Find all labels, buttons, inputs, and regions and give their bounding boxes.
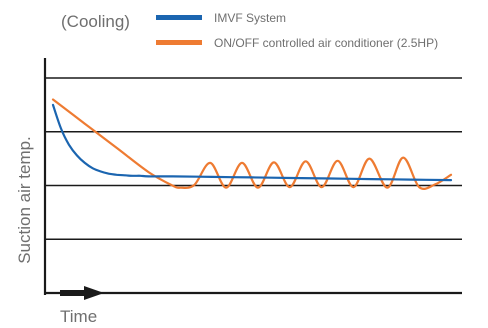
chart-title: (Cooling) <box>61 12 130 31</box>
legend-swatch-onoff <box>156 40 202 45</box>
legend-label-imvf: IMVF System <box>214 11 286 25</box>
series-group <box>51 98 453 190</box>
series-line-onoff <box>51 98 453 190</box>
legend: IMVF System ON/OFF controlled air condit… <box>156 11 438 50</box>
time-arrow-icon <box>60 286 104 300</box>
series-line-imvf <box>51 103 453 182</box>
y-axis-label: Suction air temp. <box>15 136 34 264</box>
legend-label-onoff: ON/OFF controlled air conditioner (2.5HP… <box>214 36 438 50</box>
gridlines <box>45 77 462 295</box>
x-axis-label: Time <box>60 307 97 326</box>
legend-swatch-imvf <box>156 15 202 20</box>
